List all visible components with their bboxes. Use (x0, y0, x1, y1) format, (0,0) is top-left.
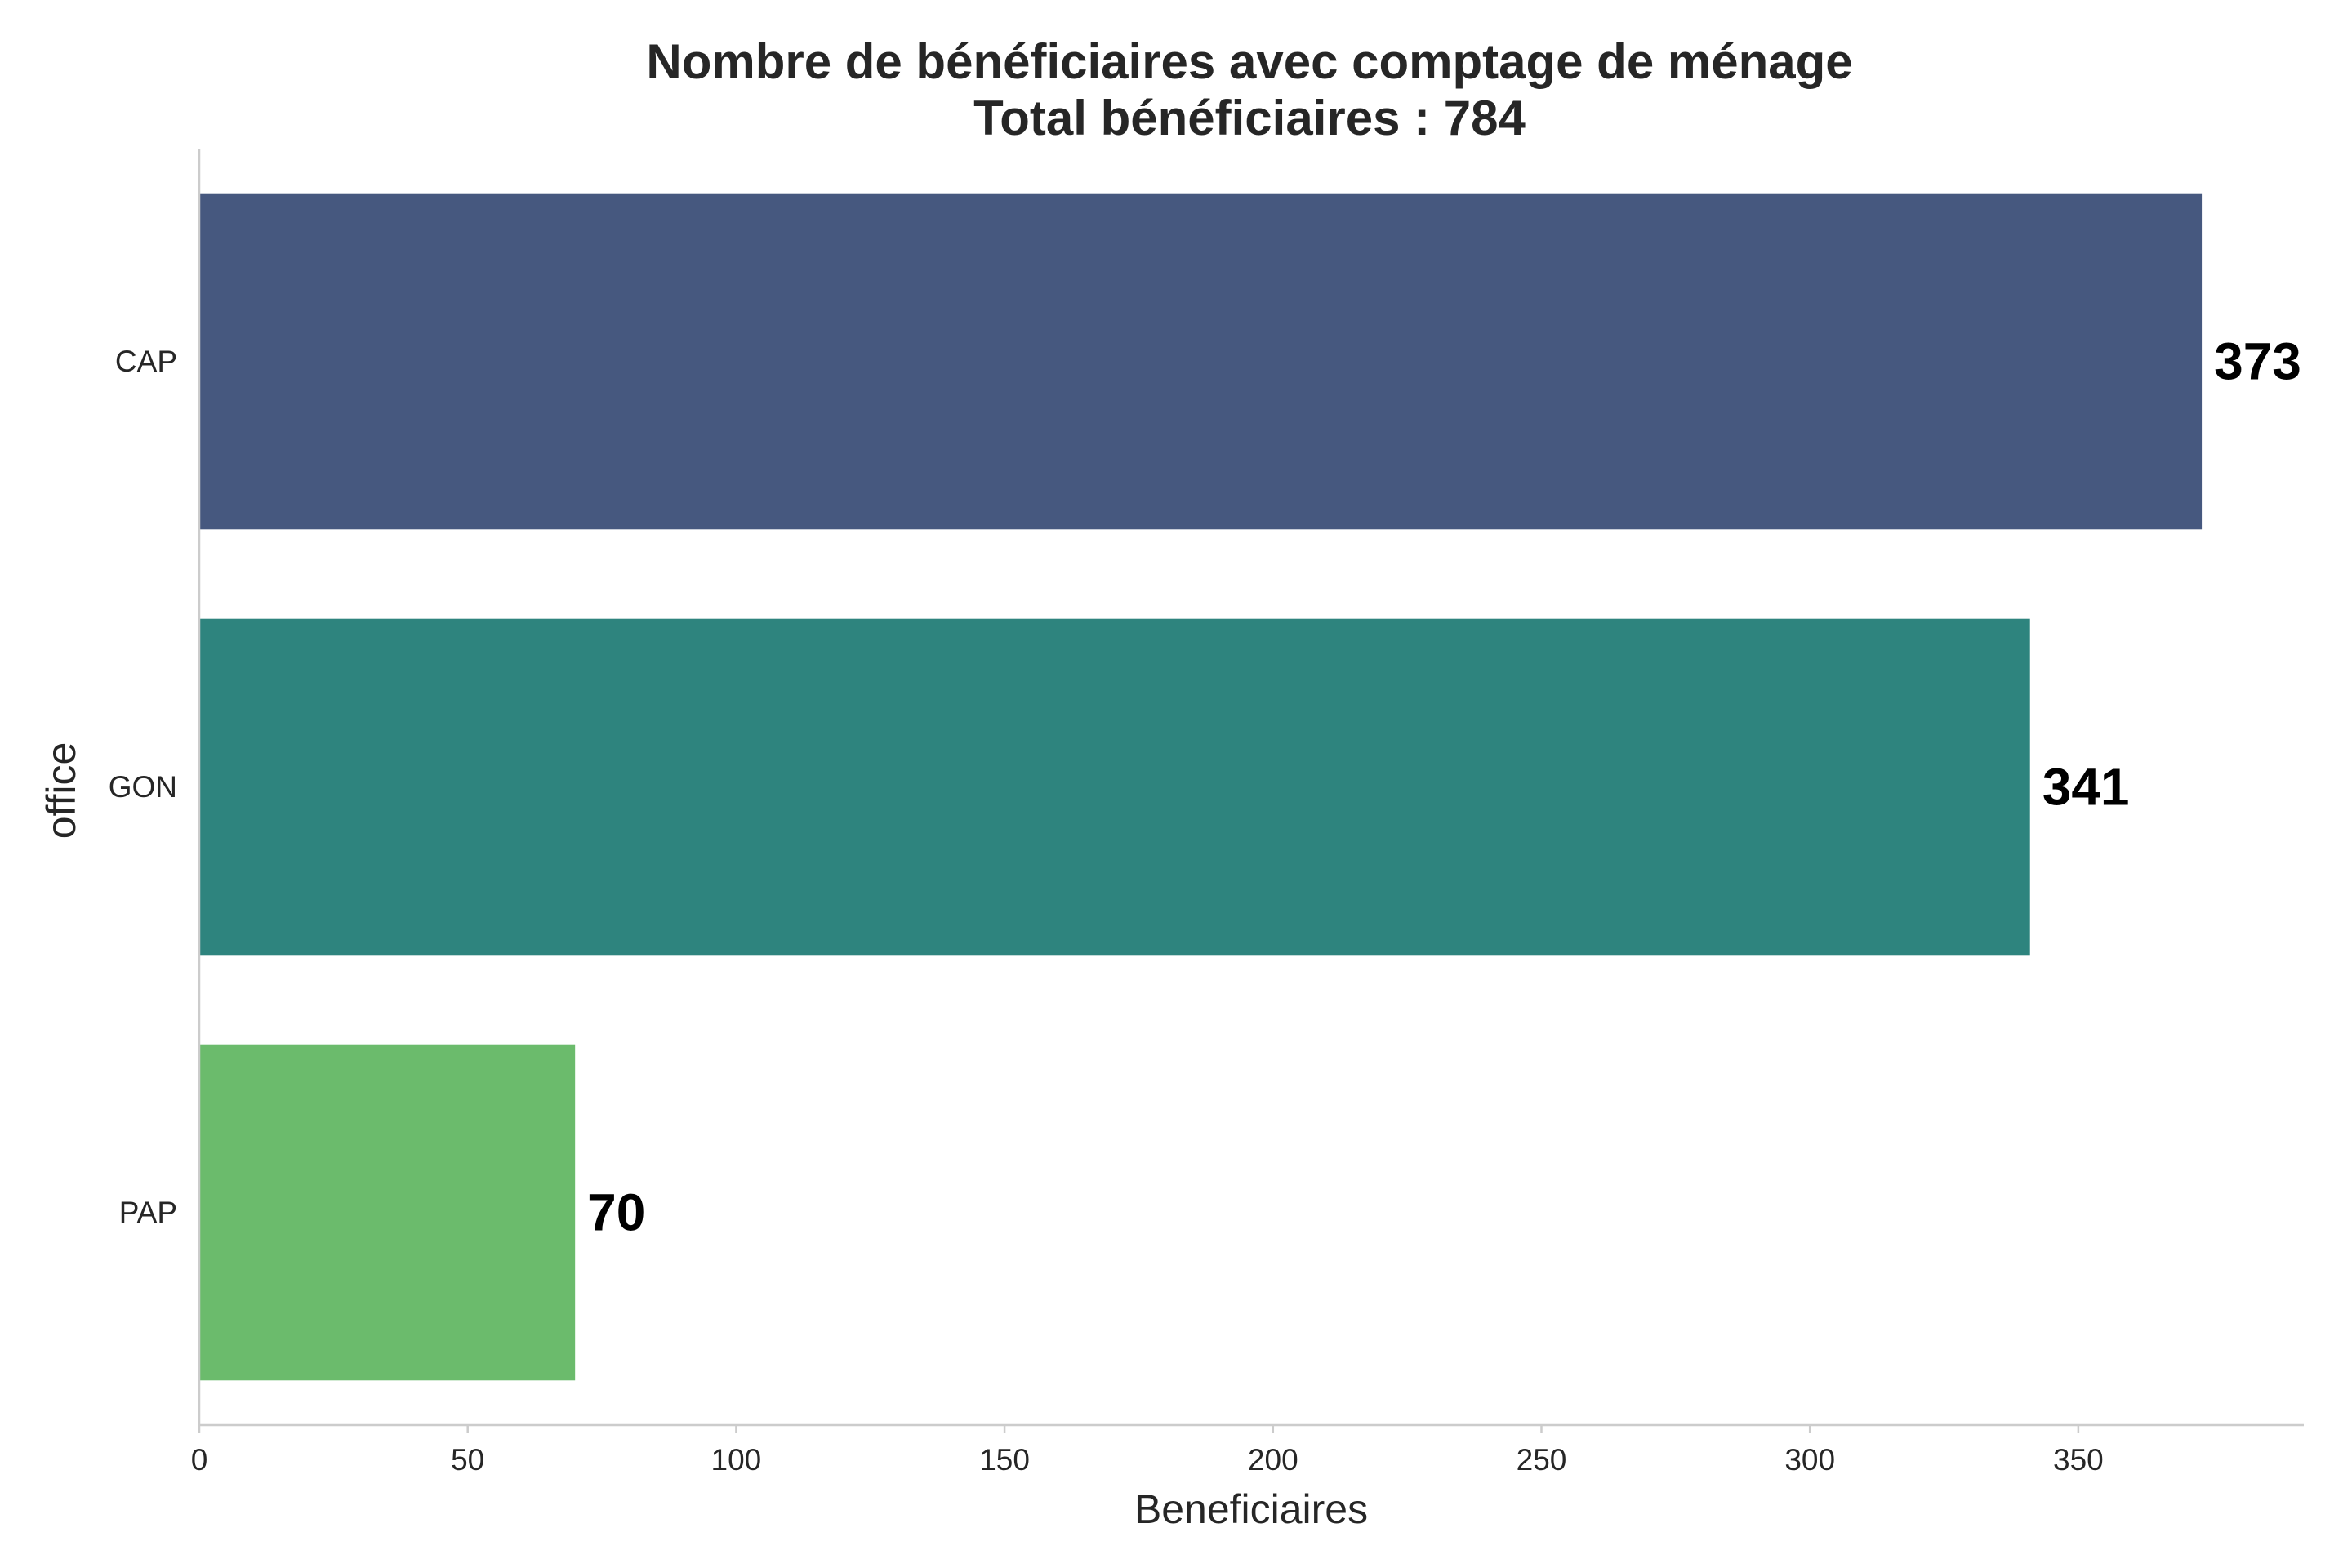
chart-title: Nombre de bénéficiaires avec comptage de… (646, 34, 1852, 89)
y-ticks-layer: CAP GON PAP (109, 345, 177, 1229)
x-axis-label: Beneficiaires (1134, 1486, 1368, 1532)
value-label-cap: 373 (2214, 332, 2301, 391)
x-tick-label-150: 150 (979, 1443, 1030, 1477)
x-tick-label-100: 100 (711, 1443, 762, 1477)
x-tick-label-50: 50 (451, 1443, 484, 1477)
x-tick-label-250: 250 (1517, 1443, 1567, 1477)
y-tick-label-cap: CAP (115, 345, 177, 378)
value-labels-layer: 373 341 70 (587, 332, 2301, 1242)
chart-subtitle: Total bénéficiaires : 784 (973, 91, 1526, 145)
x-ticks-layer: 0 50 100 150 200 250 300 350 (191, 1425, 2104, 1477)
y-tick-label-gon: GON (109, 770, 177, 804)
x-tick-label-200: 200 (1248, 1443, 1298, 1477)
bars-layer (199, 193, 2203, 1381)
value-label-gon: 341 (2042, 758, 2130, 817)
x-tick-label-0: 0 (191, 1443, 208, 1477)
bar-pap (199, 1044, 576, 1381)
y-tick-label-pap: PAP (119, 1196, 177, 1229)
bar-cap (199, 193, 2203, 530)
value-label-pap: 70 (587, 1183, 645, 1242)
y-axis-label: office (38, 742, 84, 840)
x-tick-label-350: 350 (2053, 1443, 2104, 1477)
bar-gon (199, 618, 2030, 956)
x-tick-label-300: 300 (1784, 1443, 1835, 1477)
